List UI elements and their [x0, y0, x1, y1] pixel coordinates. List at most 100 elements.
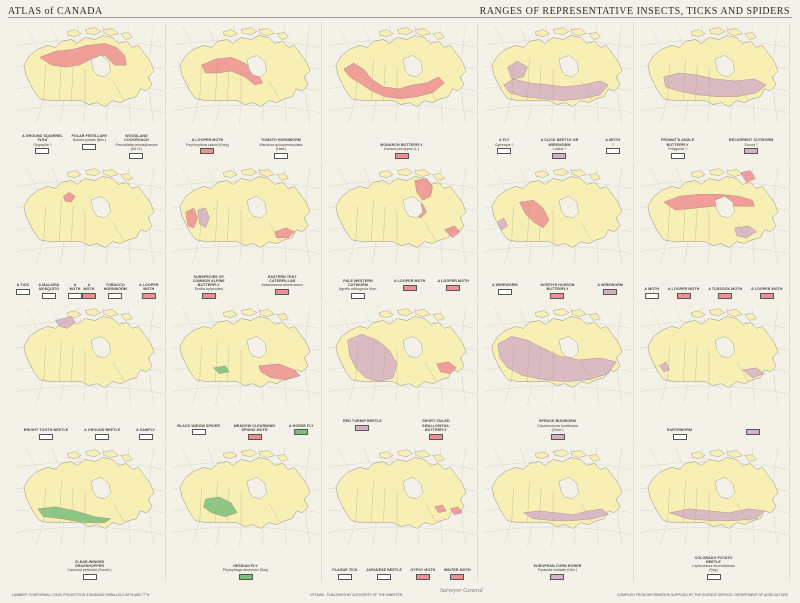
legend-swatch [603, 288, 618, 295]
legend-swatch [108, 293, 123, 299]
province-boundary [527, 59, 530, 101]
species-name: A LOOPER MOTH [393, 278, 426, 283]
species-name: EASTERN TENT CATERPILLAR [267, 274, 297, 283]
arctic-island [708, 27, 726, 35]
legend-entry: WOODLAND COCKROACH Parcoblatta pennsylvan… [112, 134, 160, 159]
arctic-island [570, 28, 588, 36]
arctic-island [258, 28, 276, 36]
map-panel: A GROUND SQUIRREL FLEA Oropsylla ? POLAR F… [14, 22, 166, 161]
legend-row: COLORADO POTATO BEETLE Leptinotarsa decem… [638, 556, 789, 580]
legend-entry: A LOOPER MOTH [394, 279, 426, 291]
arctic-island [102, 449, 120, 458]
legend-swatch [394, 152, 409, 159]
legend-row: SUBSPECIES OF COMMON ALPINE BUTTERFLY Ere… [170, 275, 321, 299]
range-area [659, 361, 670, 372]
arctic-island [570, 309, 588, 317]
canada-map [16, 25, 164, 125]
canada-map [328, 447, 476, 546]
map-panel: MONARCH BUTTERFLY Danaus plexippus (L.) [326, 22, 478, 161]
range-area [519, 199, 550, 228]
hudson-bay [246, 55, 267, 78]
range-area [343, 62, 445, 99]
legend-swatch [497, 148, 512, 155]
legend-swatch [670, 152, 685, 159]
arctic-island [223, 450, 238, 459]
province-boundary [667, 205, 670, 242]
legend-swatch [428, 433, 443, 440]
species-name: CLEAR-WINGED GRASSHOPPER [74, 559, 105, 569]
species-name: A WIREWORM [491, 283, 518, 288]
hudson-bay [246, 195, 267, 218]
canada-landmass [335, 456, 467, 529]
arctic-island [552, 448, 570, 457]
hudson-bay [90, 55, 111, 78]
arctic-island [240, 308, 258, 316]
legend-swatch [95, 433, 110, 440]
legend-row: PLAGUE TICK JAPANESE BEETLE GYPSY MOTH WINT… [326, 568, 477, 580]
species-name: A LOOPER MOTH [667, 287, 700, 292]
legend-swatch [759, 293, 774, 299]
range-area [63, 191, 76, 202]
province-boundary [695, 346, 698, 382]
legend-row: MONARCH BUTTERFLY Danaus plexippus (L.) [326, 143, 477, 159]
legend-entry: GYPSY MOTH [410, 568, 435, 580]
species-name: A GROUND SQUIRREL FLEA [22, 134, 63, 143]
province-boundary [355, 486, 358, 523]
province-boundary [527, 480, 530, 523]
legend-row: EARTHWORM [638, 428, 789, 440]
canada-map [328, 306, 476, 406]
map-panel: A MOTH A LOOPER MOTH A TUSSOCK MOTH A LOOPE… [638, 162, 790, 301]
canada-landmass [23, 316, 155, 388]
graticule-line [16, 245, 164, 254]
province-boundary [424, 502, 437, 523]
arctic-island [240, 448, 258, 457]
legend-swatch [129, 152, 144, 159]
legend-entry: A CLICK BEETLE OR WIREWORM Ludius ? [535, 138, 583, 159]
arctic-island [276, 172, 289, 181]
graticule-line [328, 385, 476, 394]
canada-landmass [647, 175, 779, 248]
province-boundary [215, 199, 218, 242]
province-boundary [43, 486, 46, 523]
legend-row: A TICK A MALARIA MOSQUITO A MOTH A MOTH TOBA… [14, 283, 165, 299]
hudson-bay [402, 476, 423, 499]
map-panel: RED TURNIP BEETLE SHORT-TAILED SWALLOWTAI… [326, 303, 478, 442]
province-boundary [355, 65, 358, 101]
legend-entry: COLORADO POTATO BEETLE Leptinotarsa decem… [690, 556, 738, 580]
range-area [203, 496, 238, 517]
scientific-name: Pyrausta nubilalis (Hbn.) [537, 568, 578, 573]
arctic-island [223, 310, 238, 318]
province-boundary [580, 502, 593, 523]
legend-swatch [35, 148, 50, 155]
legend-entry: RECURRENT CUTWORM Euxoa ? [729, 138, 773, 155]
legend-swatch [497, 288, 512, 295]
legend-entry: PALE WESTERN CUTWORM Agrotis orthogonia M… [334, 279, 382, 299]
legend-entry: A LOOPER MOTH Psychophora sabini (Kirby) [186, 138, 229, 155]
province-boundary [71, 65, 74, 101]
arctic-island [535, 450, 550, 459]
legend-swatch [446, 284, 461, 291]
species-name: PLAGUE TICK [332, 568, 358, 573]
province-boundary [199, 346, 202, 382]
arctic-island [258, 449, 276, 458]
legend-entry: EASTERN TENT CATERPILLAR Malacosoma ameri… [258, 275, 306, 295]
arctic-island [552, 167, 570, 176]
arctic-island [258, 168, 276, 177]
province-boundary [371, 59, 374, 101]
province-boundary [580, 361, 593, 382]
arctic-island [276, 453, 289, 462]
arctic-island [414, 28, 432, 36]
province-boundary [71, 346, 74, 382]
species-name: MEADOW CLEARWING SPHINX MOTH [233, 423, 276, 432]
canada-landmass [335, 175, 467, 248]
arctic-island [535, 29, 550, 37]
legend-swatch [16, 288, 30, 295]
legend-row: BRIGHT TOOTH BEETLE A GROUND BEETLE A SAWF… [14, 428, 165, 440]
legend-swatch [41, 293, 56, 299]
legend-entry: BRIGHT TOOTH BEETLE [24, 428, 68, 440]
province-boundary [112, 502, 125, 523]
species-name: TOBACCO HORNWORM [103, 283, 127, 292]
species-name: SUBSPECIES OF COMMON ALPINE BUTTERFLY [192, 274, 225, 288]
legend-swatch [706, 574, 721, 580]
arctic-island [67, 310, 82, 318]
